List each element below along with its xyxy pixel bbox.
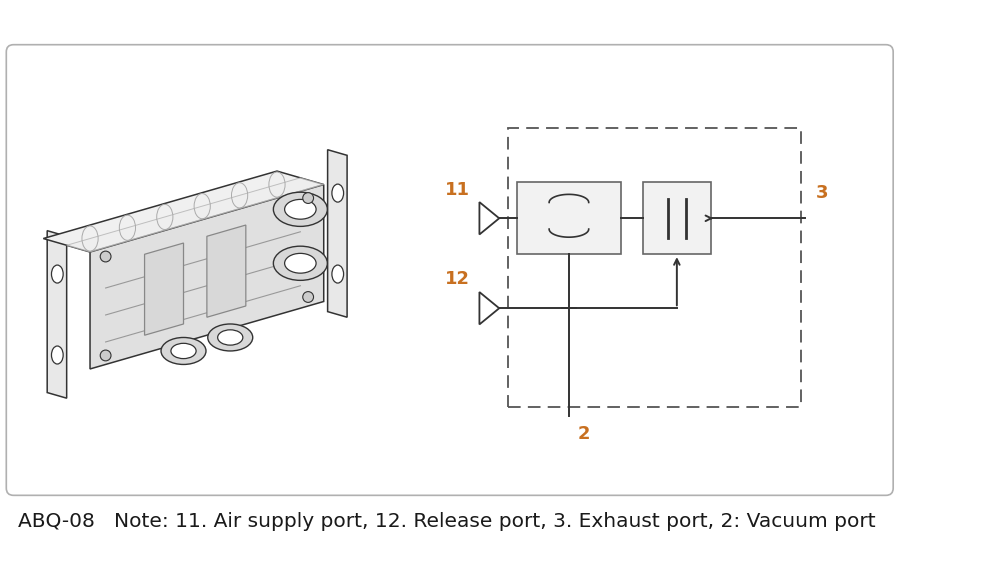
Text: ABQ-08   Note: 11. Air supply port, 12. Release port, 3. Exhaust port, 2: Vacuum: ABQ-08 Note: 11. Air supply port, 12. Re… <box>18 512 876 531</box>
Text: 2: 2 <box>578 425 590 443</box>
Circle shape <box>100 251 111 262</box>
Ellipse shape <box>51 346 63 364</box>
Ellipse shape <box>218 330 243 345</box>
Ellipse shape <box>171 343 196 359</box>
Circle shape <box>303 291 314 302</box>
Circle shape <box>303 192 314 204</box>
Ellipse shape <box>285 199 316 219</box>
Text: 3: 3 <box>816 184 828 202</box>
Ellipse shape <box>208 324 253 351</box>
Polygon shape <box>328 150 347 317</box>
Ellipse shape <box>285 253 316 273</box>
Circle shape <box>100 350 111 361</box>
Polygon shape <box>67 178 324 252</box>
Polygon shape <box>90 184 324 369</box>
Bar <box>517 183 621 254</box>
Polygon shape <box>47 230 67 398</box>
Bar <box>508 128 801 407</box>
Polygon shape <box>145 243 184 335</box>
Ellipse shape <box>51 265 63 283</box>
Ellipse shape <box>273 246 327 280</box>
Polygon shape <box>207 225 246 317</box>
Text: 12: 12 <box>445 270 470 288</box>
Text: 11: 11 <box>445 181 470 198</box>
FancyBboxPatch shape <box>6 44 893 495</box>
Ellipse shape <box>332 184 344 202</box>
Bar <box>643 183 711 254</box>
Polygon shape <box>43 171 324 252</box>
Ellipse shape <box>332 265 344 283</box>
Ellipse shape <box>273 192 327 226</box>
Ellipse shape <box>161 338 206 364</box>
